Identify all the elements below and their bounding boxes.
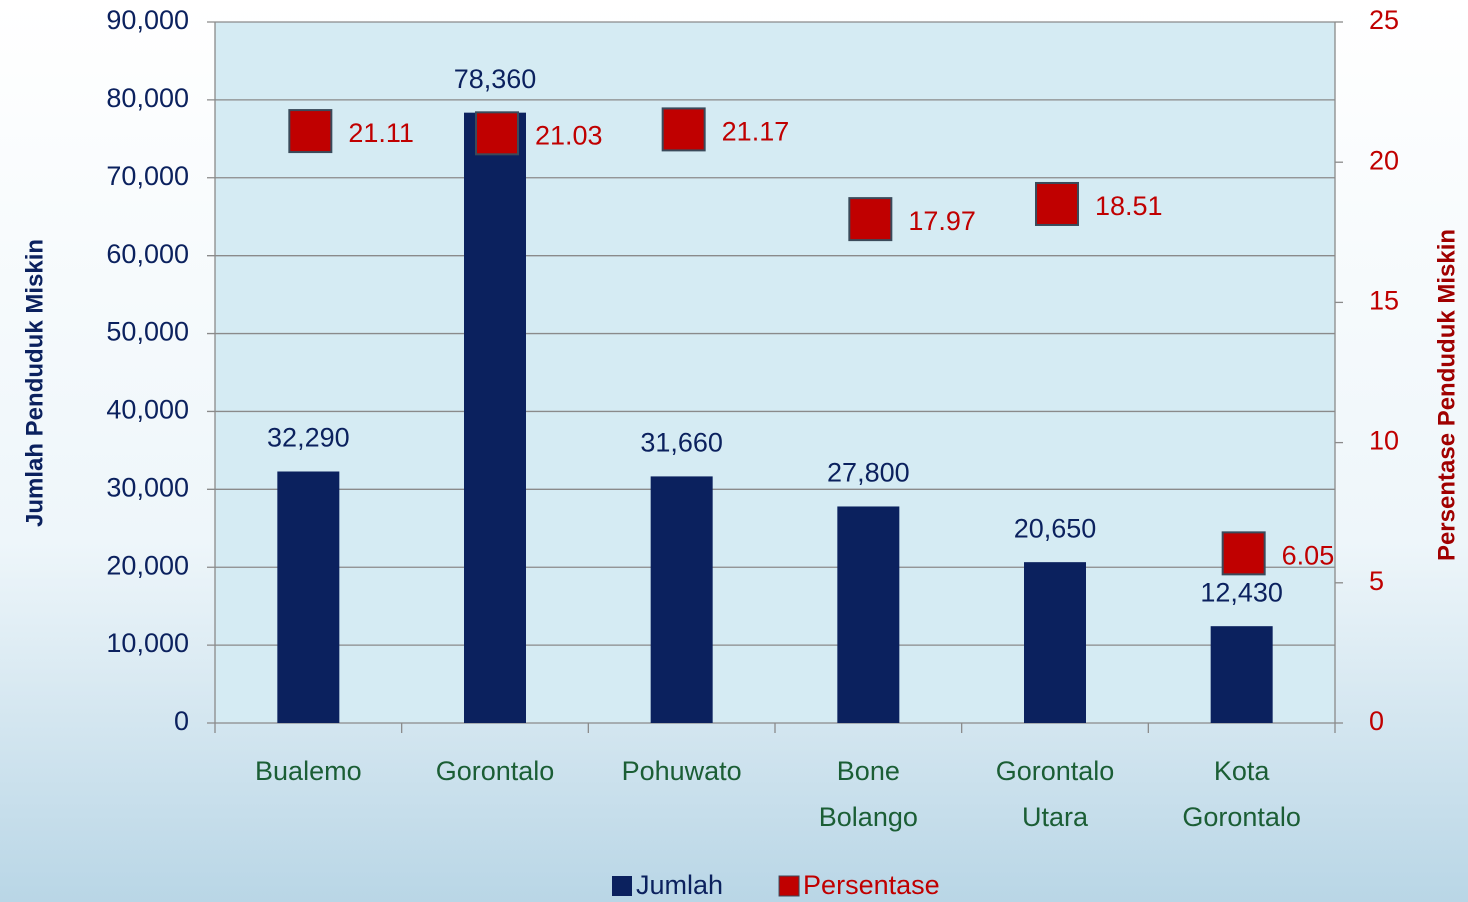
marker [288,109,333,154]
y2-tick-label: 20 [1369,145,1399,175]
x-tick-label: Bualemo [255,756,362,786]
bar [277,471,340,723]
bar [1024,562,1086,723]
data-label: 27,800 [827,458,910,488]
data-label: 6.05 [1282,540,1335,570]
data-label: 12,430 [1200,577,1283,607]
x-tick-label: Bone Bolango [819,756,918,832]
y-tick-label: 40,000 [106,395,189,425]
bar [650,476,713,723]
data-label: 31,660 [640,428,723,458]
bar [837,506,900,723]
y-tick-label: 60,000 [106,239,189,269]
x-tick-label: Gorontalo Utara [996,756,1115,832]
data-label: 32,290 [267,423,350,453]
y-tick-label: 30,000 [106,472,189,502]
x-tick-label: Kota Gorontalo [1182,756,1301,832]
marker [1035,181,1079,226]
y2-axis-title: Persentase Penduduk Miskin [1433,229,1460,561]
y-tick-label: 10,000 [106,628,189,658]
data-label: 21.11 [348,118,414,148]
y2-tick-label: 0 [1369,706,1384,736]
y2-tick-label: 10 [1369,426,1399,456]
data-label: 20,650 [1014,513,1097,543]
bar [464,112,526,724]
marker [1221,531,1266,576]
x-tick-label: Gorontalo [436,756,555,786]
legend-label: Jumlah [636,870,723,900]
y-tick-label: 20,000 [106,550,189,580]
legend-swatch [612,876,632,896]
data-label: 78,360 [454,64,537,94]
x-tick-label: Pohuwato [622,756,742,786]
y-tick-label: 90,000 [106,5,189,35]
y-axis-title: Jumlah Penduduk Miskin [21,239,48,527]
y-tick-label: 50,000 [106,317,189,347]
marker [848,197,893,242]
data-label: 18.51 [1095,191,1163,221]
marker [475,111,519,156]
y-tick-label: 70,000 [106,161,189,191]
data-label: 21.17 [722,117,790,147]
bar [1210,626,1273,723]
y-tick-label: 0 [174,706,189,736]
y2-tick-label: 15 [1369,286,1399,316]
marker [661,107,706,152]
data-label: 21.03 [535,120,603,150]
data-label: 17.97 [908,206,976,236]
plot-area [215,22,1335,723]
y2-tick-label: 25 [1369,5,1399,35]
legend-label: Persentase [803,870,940,900]
legend-swatch [778,875,800,897]
y2-tick-label: 5 [1369,566,1384,596]
y-tick-label: 80,000 [106,83,189,113]
